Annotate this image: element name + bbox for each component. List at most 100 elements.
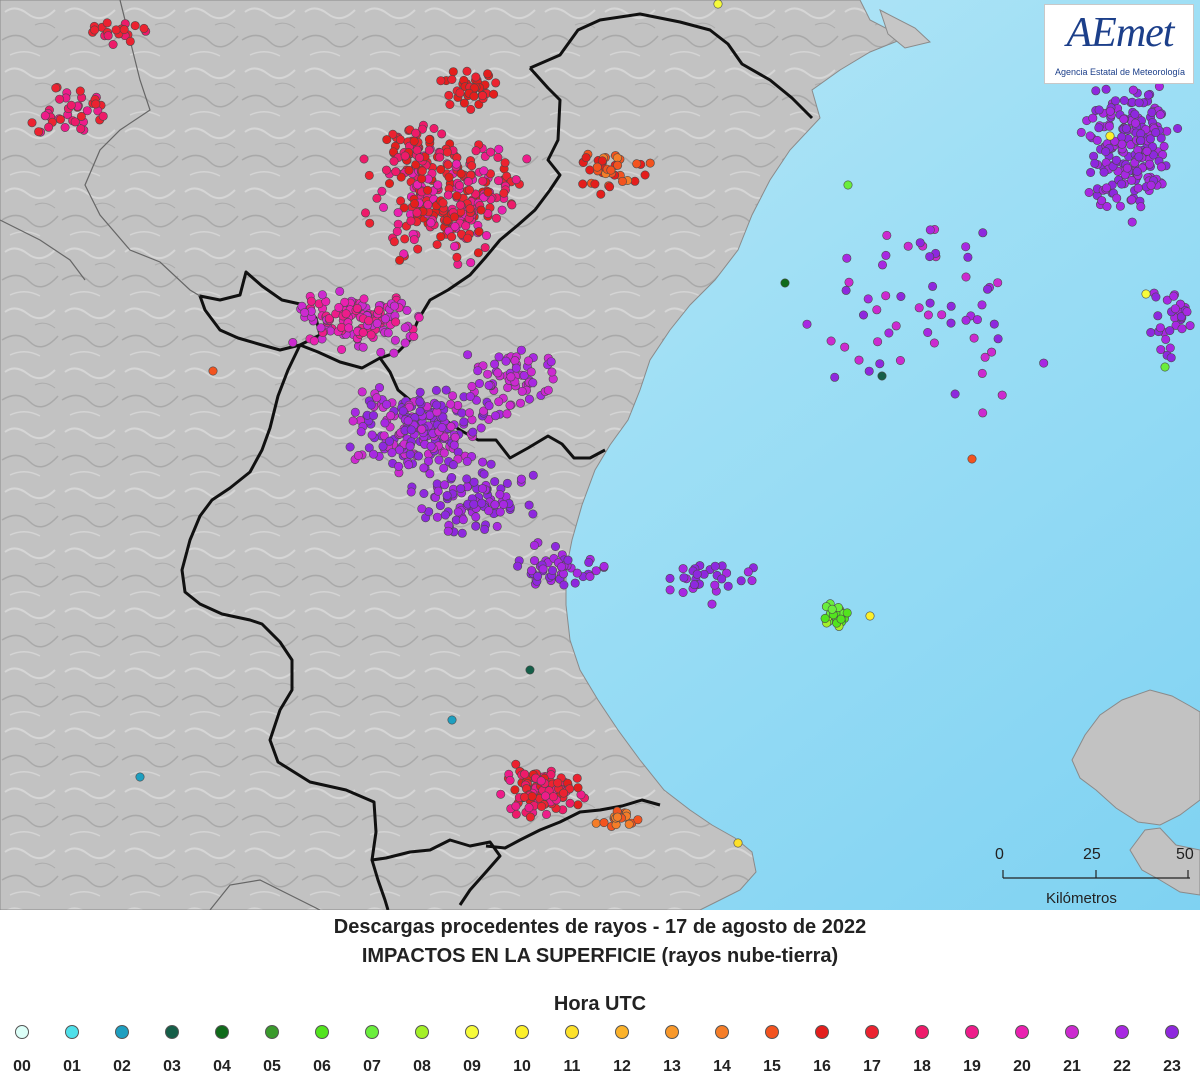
strike-point	[474, 227, 484, 237]
strike-point	[457, 528, 467, 538]
strike-point	[445, 100, 455, 110]
strike-point	[447, 75, 457, 85]
strike-point	[820, 613, 830, 623]
castellon-west-border	[299, 66, 562, 370]
strike-point	[516, 474, 526, 484]
strike-point	[507, 200, 517, 210]
strike-point	[592, 162, 602, 172]
strike-point	[493, 368, 503, 378]
strike-point	[435, 152, 445, 162]
strike-point	[513, 561, 523, 571]
strike-point	[565, 798, 575, 808]
strike-point	[465, 204, 475, 214]
strike-point	[459, 98, 469, 108]
strike-point	[502, 478, 512, 488]
strike-point	[1127, 195, 1137, 205]
strike-point	[463, 177, 473, 187]
strike-point	[494, 144, 504, 154]
strike-point	[436, 232, 446, 242]
strike-point	[528, 470, 538, 480]
strike-point	[665, 573, 675, 583]
strike-point	[707, 599, 717, 609]
strike-point	[439, 463, 449, 473]
strike-point	[495, 489, 505, 499]
strike-point	[464, 185, 474, 195]
strike-point	[372, 318, 382, 328]
strike-point	[51, 83, 61, 93]
strike-point	[478, 91, 488, 101]
strike-point	[334, 302, 344, 312]
strike-point	[547, 565, 557, 575]
strike-point	[1101, 84, 1111, 94]
strike-point	[884, 328, 894, 338]
strike-point	[559, 788, 569, 798]
strike-point	[882, 230, 892, 240]
strike-point	[317, 290, 327, 300]
strike-point	[692, 569, 702, 579]
strike-point	[1136, 202, 1146, 212]
strike-point	[456, 484, 466, 494]
strike-point	[438, 412, 448, 422]
strike-point	[875, 359, 885, 369]
strike-point	[925, 225, 935, 235]
strike-point	[517, 386, 527, 396]
scale-bar	[1002, 870, 1190, 879]
strike-point	[341, 309, 351, 319]
secondary-boundaries	[0, 0, 321, 910]
strike-point	[135, 772, 145, 782]
strike-point	[409, 136, 419, 146]
strike-point	[102, 18, 112, 28]
strike-point	[872, 305, 882, 315]
strike-point	[490, 500, 500, 510]
strike-point	[578, 179, 588, 189]
strike-point	[424, 145, 434, 155]
strike-point	[364, 170, 374, 180]
strike-point	[91, 99, 101, 109]
strike-point	[877, 371, 887, 381]
legend-label: 13	[663, 1058, 681, 1075]
strike-point	[426, 441, 436, 451]
strike-point	[384, 179, 394, 189]
strike-point	[679, 573, 689, 583]
strike-point	[374, 383, 384, 393]
strike-point	[717, 574, 727, 584]
strike-point	[400, 338, 410, 348]
strike-point	[645, 158, 655, 168]
strike-point	[997, 390, 1007, 400]
strike-point	[497, 205, 507, 215]
strike-point	[309, 336, 319, 346]
strike-point	[563, 555, 573, 565]
strike-point	[348, 416, 358, 426]
strike-point	[76, 111, 86, 121]
strike-point	[357, 387, 367, 397]
strike-point	[391, 317, 401, 327]
strike-point	[394, 445, 404, 455]
strike-point	[316, 323, 326, 333]
scale-label-50: 50	[1176, 846, 1194, 863]
strike-point	[1169, 291, 1179, 301]
strike-point	[208, 366, 218, 376]
legend-dot	[1165, 1025, 1179, 1039]
strike-point	[394, 461, 404, 471]
strike-point	[366, 330, 376, 340]
strike-point	[410, 199, 420, 209]
strike-point	[1155, 323, 1165, 333]
strike-point	[1102, 202, 1112, 212]
strike-point	[527, 566, 537, 576]
legend-label: 21	[1063, 1058, 1081, 1075]
strike-point	[435, 501, 445, 511]
strike-point	[980, 352, 990, 362]
strike-point	[802, 319, 812, 329]
strike-point	[546, 770, 556, 780]
legend-dot	[215, 1025, 229, 1039]
scale-unit-label: Kilómetros	[1046, 890, 1117, 907]
strike-point	[454, 181, 464, 191]
strike-point	[466, 258, 476, 268]
strike-point	[1121, 124, 1131, 134]
strike-point	[480, 524, 490, 534]
strike-point	[843, 180, 853, 190]
strike-point	[993, 278, 1003, 288]
strike-point	[1097, 196, 1107, 206]
strike-point	[510, 785, 520, 795]
strike-point	[471, 512, 481, 522]
